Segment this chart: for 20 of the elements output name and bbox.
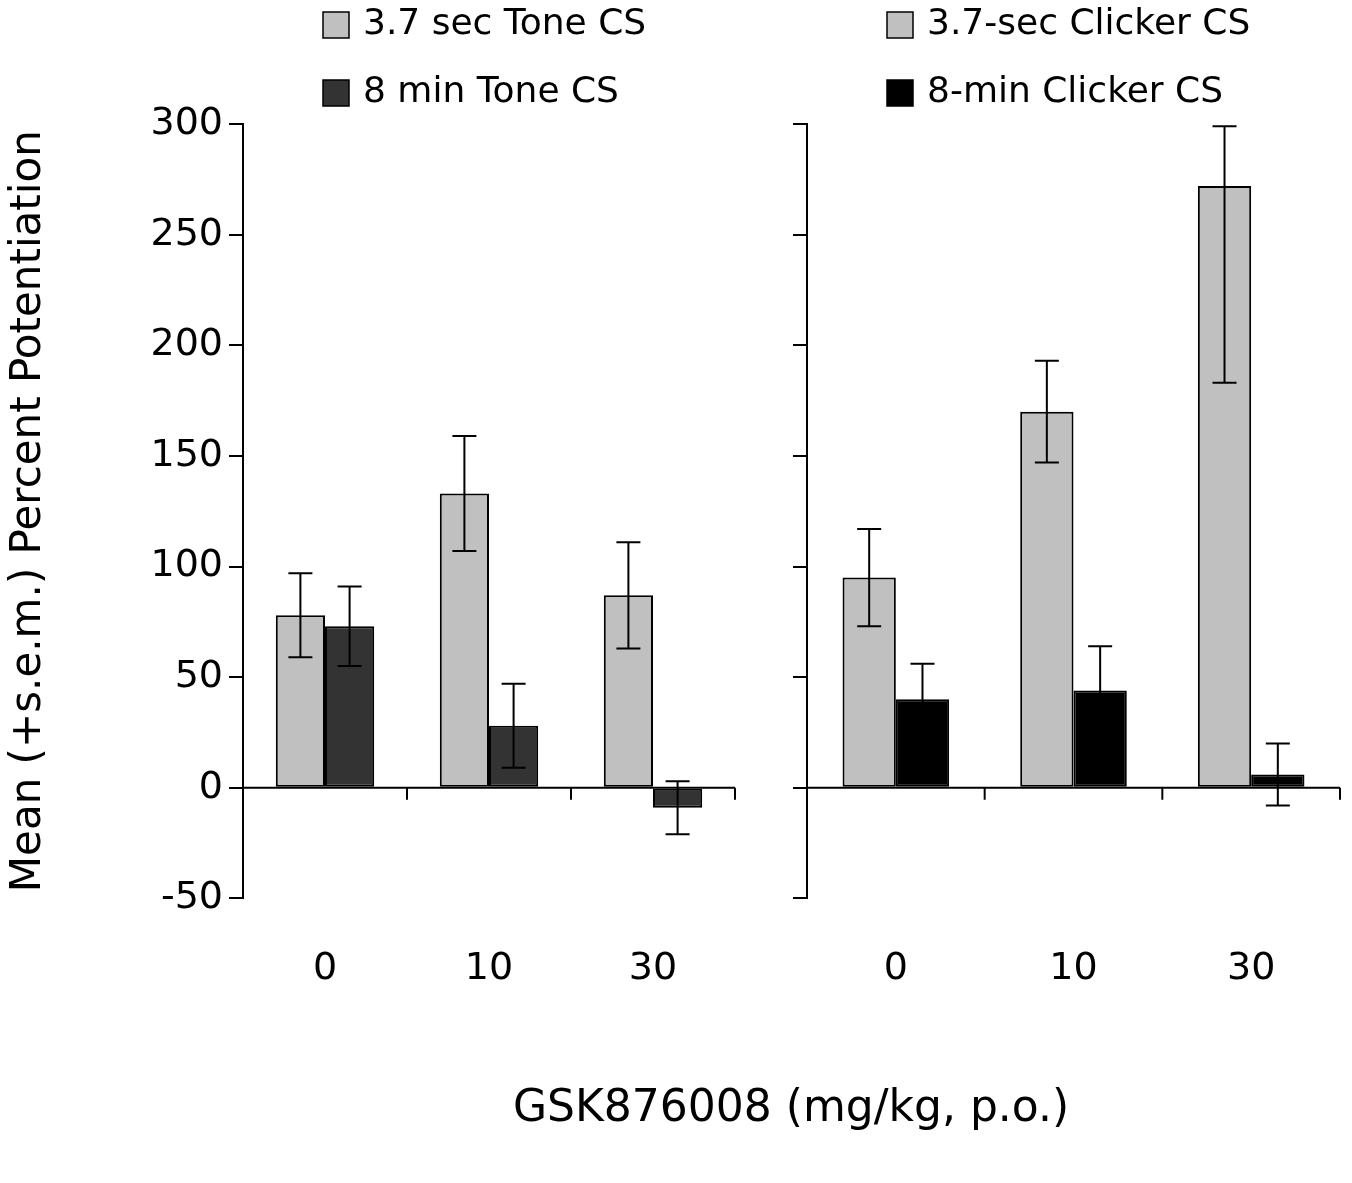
- legend-label: 3.7-sec Clicker CS: [927, 1, 1251, 43]
- x-axis-title: GSK876008 (mg/kg, p.o.): [511, 1080, 1071, 1131]
- x-tick-label: 30: [1226, 944, 1276, 989]
- y-tick-label: 50: [174, 652, 223, 697]
- y-axis-title: Mean (+s.e.m.) Percent Potentiation: [1, 130, 51, 893]
- x-tick-label: 10: [464, 944, 514, 989]
- y-tick-label: -50: [160, 873, 223, 918]
- x-tick-label: 30: [628, 944, 678, 989]
- x-tick-label: 0: [312, 944, 338, 989]
- x-tick-label: 0: [883, 944, 908, 989]
- y-tick-label: 300: [150, 98, 223, 143]
- y-tick-label: 250: [150, 209, 223, 254]
- y-tick-label: 200: [150, 320, 223, 365]
- legend-label: 8-min Clicker CS: [927, 69, 1224, 111]
- y-tick-label: 0: [198, 762, 223, 807]
- y-tick-label: 150: [150, 430, 223, 475]
- legend-label: 3.7 sec Tone CS: [363, 1, 647, 43]
- y-tick-label: 100: [150, 541, 223, 586]
- legend-label: 8 min Tone CS: [363, 69, 619, 111]
- x-tick-label: 10: [1049, 944, 1098, 989]
